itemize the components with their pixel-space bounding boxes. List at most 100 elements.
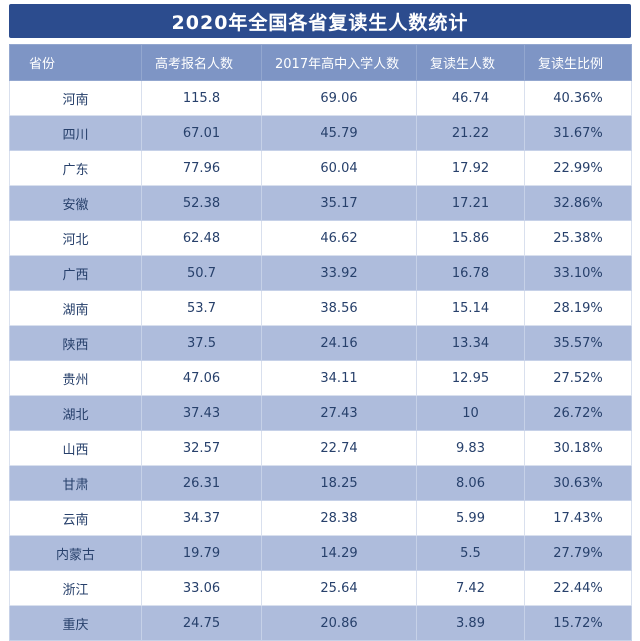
table-row: 湖南 53.7 38.56 15.14 28.19% (9, 290, 632, 326)
value-cell: 25.38% (524, 220, 632, 256)
column-header: 复读生比例 (524, 44, 632, 81)
province-cell: 湖南 (9, 290, 142, 326)
value-cell: 30.18% (524, 430, 632, 466)
province-cell: 河南 (9, 80, 142, 116)
value-cell: 28.19% (524, 290, 632, 326)
value-cell: 32.57 (141, 430, 262, 466)
province-cell: 河北 (9, 220, 142, 256)
value-cell: 115.8 (141, 80, 262, 116)
column-header: 高考报名人数 (141, 44, 262, 81)
table-row: 安徽 52.38 35.17 17.21 32.86% (9, 185, 632, 221)
page-title: 2020年全国各省复读生人数统计 (9, 4, 631, 38)
province-cell: 安徽 (9, 185, 142, 221)
value-cell: 26.72% (524, 395, 632, 431)
table-row: 河北 62.48 46.62 15.86 25.38% (9, 220, 632, 256)
table-row: 湖北 37.43 27.43 10 26.72% (9, 395, 632, 431)
value-cell: 19.79 (141, 535, 262, 571)
value-cell: 26.31 (141, 465, 262, 501)
value-cell: 35.57% (524, 325, 632, 361)
value-cell: 37.5 (141, 325, 262, 361)
value-cell: 3.89 (416, 605, 525, 641)
value-cell: 7.42 (416, 570, 525, 606)
value-cell: 14.29 (261, 535, 417, 571)
province-cell: 四川 (9, 115, 142, 151)
province-cell: 山西 (9, 430, 142, 466)
table-row: 四川 67.01 45.79 21.22 31.67% (9, 115, 632, 151)
table-header: 省份 高考报名人数 2017年高中入学人数 复读生人数 复读生比例 (9, 44, 632, 81)
value-cell: 22.99% (524, 150, 632, 186)
value-cell: 12.95 (416, 360, 525, 396)
value-cell: 15.14 (416, 290, 525, 326)
value-cell: 33.10% (524, 255, 632, 291)
table-row: 广东 77.96 60.04 17.92 22.99% (9, 150, 632, 186)
value-cell: 31.67% (524, 115, 632, 151)
value-cell: 21.22 (416, 115, 525, 151)
value-cell: 28.38 (261, 500, 417, 536)
value-cell: 60.04 (261, 150, 417, 186)
table-row: 甘肃 26.31 18.25 8.06 30.63% (9, 465, 632, 501)
value-cell: 15.72% (524, 605, 632, 641)
table-row: 浙江 33.06 25.64 7.42 22.44% (9, 570, 632, 606)
value-cell: 25.64 (261, 570, 417, 606)
value-cell: 22.74 (261, 430, 417, 466)
value-cell: 38.56 (261, 290, 417, 326)
province-cell: 广东 (9, 150, 142, 186)
value-cell: 27.52% (524, 360, 632, 396)
header-row: 省份 高考报名人数 2017年高中入学人数 复读生人数 复读生比例 (9, 44, 632, 81)
province-cell: 浙江 (9, 570, 142, 606)
value-cell: 15.86 (416, 220, 525, 256)
value-cell: 8.06 (416, 465, 525, 501)
value-cell: 52.38 (141, 185, 262, 221)
value-cell: 35.17 (261, 185, 417, 221)
value-cell: 5.99 (416, 500, 525, 536)
province-cell: 云南 (9, 500, 142, 536)
value-cell: 45.79 (261, 115, 417, 151)
value-cell: 34.37 (141, 500, 262, 536)
value-cell: 10 (416, 395, 525, 431)
table-row: 内蒙古 19.79 14.29 5.5 27.79% (9, 535, 632, 571)
value-cell: 62.48 (141, 220, 262, 256)
value-cell: 22.44% (524, 570, 632, 606)
province-cell: 贵州 (9, 360, 142, 396)
province-cell: 内蒙古 (9, 535, 142, 571)
value-cell: 77.96 (141, 150, 262, 186)
value-cell: 40.36% (524, 80, 632, 116)
value-cell: 17.43% (524, 500, 632, 536)
value-cell: 53.7 (141, 290, 262, 326)
value-cell: 34.11 (261, 360, 417, 396)
province-cell: 陕西 (9, 325, 142, 361)
value-cell: 20.86 (261, 605, 417, 641)
province-cell: 湖北 (9, 395, 142, 431)
value-cell: 17.21 (416, 185, 525, 221)
value-cell: 5.5 (416, 535, 525, 571)
value-cell: 27.79% (524, 535, 632, 571)
table-row: 山西 32.57 22.74 9.83 30.18% (9, 430, 632, 466)
value-cell: 24.16 (261, 325, 417, 361)
column-header: 省份 (9, 44, 142, 81)
statistics-table: 省份 高考报名人数 2017年高中入学人数 复读生人数 复读生比例 河南 115.8 69.… (9, 44, 632, 641)
value-cell: 13.34 (416, 325, 525, 361)
value-cell: 32.86% (524, 185, 632, 221)
value-cell: 24.75 (141, 605, 262, 641)
column-header: 2017年高中入学人数 (261, 44, 417, 81)
table-row: 广西 50.7 33.92 16.78 33.10% (9, 255, 632, 291)
value-cell: 33.06 (141, 570, 262, 606)
value-cell: 17.92 (416, 150, 525, 186)
table-row: 云南 34.37 28.38 5.99 17.43% (9, 500, 632, 536)
value-cell: 37.43 (141, 395, 262, 431)
province-cell: 广西 (9, 255, 142, 291)
column-header: 复读生人数 (416, 44, 525, 81)
value-cell: 47.06 (141, 360, 262, 396)
value-cell: 9.83 (416, 430, 525, 466)
value-cell: 46.62 (261, 220, 417, 256)
province-cell: 甘肃 (9, 465, 142, 501)
table-row: 贵州 47.06 34.11 12.95 27.52% (9, 360, 632, 396)
value-cell: 33.92 (261, 255, 417, 291)
value-cell: 16.78 (416, 255, 525, 291)
table-row: 陕西 37.5 24.16 13.34 35.57% (9, 325, 632, 361)
province-cell: 重庆 (9, 605, 142, 641)
value-cell: 69.06 (261, 80, 417, 116)
table-row: 重庆 24.75 20.86 3.89 15.72% (9, 605, 632, 641)
table-row: 河南 115.8 69.06 46.74 40.36% (9, 80, 632, 116)
